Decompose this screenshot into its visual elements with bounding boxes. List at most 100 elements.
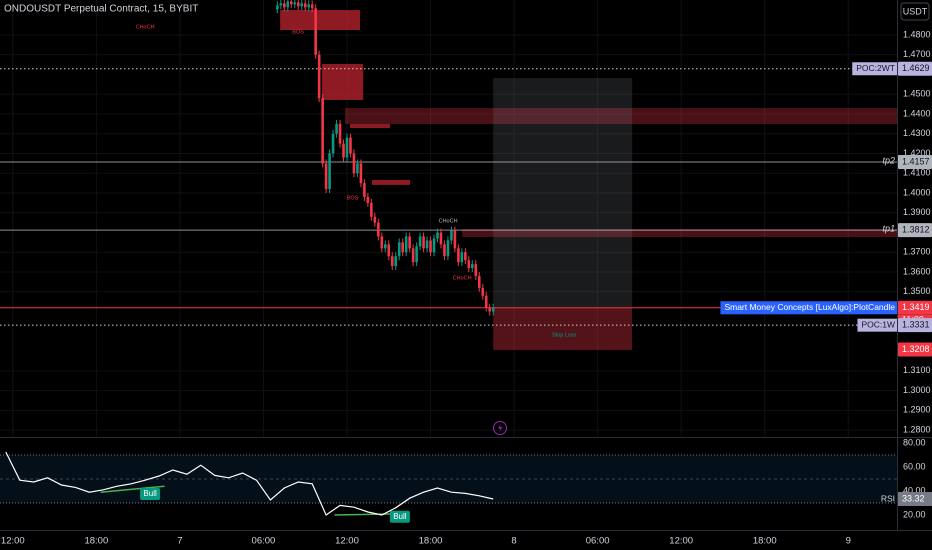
candle-body bbox=[481, 287, 485, 296]
candle-body bbox=[317, 54, 321, 99]
zone bbox=[350, 124, 391, 129]
rsi-name: RSI bbox=[881, 493, 895, 503]
level-label: POC:1W bbox=[861, 319, 895, 329]
y-tick-label: 1.2800 bbox=[903, 424, 931, 434]
price-tag bbox=[898, 318, 932, 333]
price-tag bbox=[898, 342, 932, 357]
y-tick-label: 1.3900 bbox=[903, 207, 931, 217]
candle-body bbox=[464, 252, 467, 261]
candle-body bbox=[324, 163, 328, 190]
rsi-tick-label: 40.00 bbox=[903, 485, 926, 495]
rsi-pane: Bull Bull bbox=[0, 451, 897, 523]
candle-body bbox=[314, 8, 317, 55]
level-label: Smart Money Concepts [LuxAlgo]:PlotCandl… bbox=[724, 302, 895, 312]
level-label: tp1 bbox=[882, 224, 895, 234]
candle-body bbox=[373, 216, 377, 223]
y-tick-label: 1.3000 bbox=[903, 385, 931, 395]
level-label-box bbox=[720, 301, 897, 315]
x-tick-label: 8 bbox=[511, 536, 516, 547]
x-tick-label: 7 bbox=[177, 536, 182, 547]
x-tick-label: 12:00 bbox=[1, 536, 25, 547]
zone bbox=[462, 228, 897, 238]
currency-button[interactable] bbox=[900, 2, 930, 21]
annotation: CHoCH bbox=[453, 275, 472, 281]
x-tick-label: 18:00 bbox=[753, 536, 777, 547]
rsi-value-label: 33.32 bbox=[902, 493, 925, 503]
level-label: POC:2WT bbox=[856, 63, 895, 73]
candle-body bbox=[349, 137, 352, 154]
price-tag-label: 1.3419 bbox=[902, 302, 930, 312]
rsi-tick-label: 20.00 bbox=[903, 509, 926, 519]
candle-body bbox=[415, 246, 418, 263]
y-tick-label: 1.3100 bbox=[903, 365, 931, 375]
y-tick-label: 1.4000 bbox=[903, 187, 931, 197]
axes: 1.48001.47001.45001.44001.43001.42001.41… bbox=[1, 29, 932, 547]
price-tag bbox=[898, 154, 932, 169]
candle-body bbox=[300, 3, 304, 7]
alert-icon[interactable] bbox=[493, 421, 507, 435]
level-label-box bbox=[857, 318, 897, 332]
candle-body bbox=[453, 230, 457, 249]
signal-label: Bull bbox=[143, 489, 157, 498]
zone bbox=[345, 108, 897, 125]
price-tag bbox=[898, 300, 932, 315]
level-label-box bbox=[852, 62, 897, 76]
candle-body bbox=[408, 236, 411, 249]
annotation: BOS bbox=[347, 195, 359, 201]
candle-body bbox=[331, 133, 335, 154]
candle-body bbox=[296, 2, 300, 7]
candle-body bbox=[390, 256, 394, 267]
candle-body bbox=[363, 183, 366, 197]
y-tick-label: 1.3600 bbox=[903, 266, 931, 276]
candle-body bbox=[321, 98, 324, 164]
price-tag bbox=[898, 61, 932, 76]
rsi-value-tag bbox=[898, 492, 932, 507]
candle-body bbox=[279, 3, 283, 6]
candle-body bbox=[418, 236, 422, 247]
candle-body bbox=[303, 3, 307, 8]
y-tick-label: 1.3700 bbox=[903, 247, 931, 257]
annotation: CHoCH bbox=[136, 25, 155, 31]
x-tick-label: 18:00 bbox=[84, 536, 108, 547]
candle-body bbox=[474, 264, 478, 276]
divergence-line bbox=[334, 513, 400, 516]
y-tick-label: 1.4500 bbox=[903, 89, 931, 99]
candle-body bbox=[380, 236, 384, 249]
candle-body bbox=[436, 232, 439, 239]
candle-body bbox=[450, 230, 453, 241]
x-tick-label: 12:00 bbox=[669, 536, 693, 547]
candle-body bbox=[338, 123, 342, 144]
candle-body bbox=[460, 252, 464, 263]
annotation: BOS bbox=[292, 29, 304, 35]
x-tick-label: 18:00 bbox=[419, 536, 443, 547]
candle-body bbox=[387, 244, 391, 257]
candle-body bbox=[491, 307, 495, 312]
candle-body bbox=[345, 137, 349, 158]
y-tick-label: 1.3500 bbox=[903, 286, 931, 296]
candle-body bbox=[283, 3, 286, 8]
signal-label: Bull bbox=[393, 512, 407, 521]
currency-label[interactable]: USDT bbox=[903, 6, 928, 16]
symbol-title: ONDOUSDT Perpetual Contract, 15, BYBIT bbox=[4, 4, 198, 15]
candle-body bbox=[425, 240, 429, 249]
candle-body bbox=[394, 256, 398, 267]
x-tick-label: 9 bbox=[846, 536, 851, 547]
price-tag bbox=[898, 223, 932, 238]
zone bbox=[493, 78, 633, 308]
candle-body bbox=[356, 163, 359, 174]
candle-body bbox=[383, 244, 387, 249]
y-tick-label: 1.4300 bbox=[903, 128, 931, 138]
candle-body bbox=[477, 275, 481, 288]
price-tag-label: 1.3331 bbox=[902, 320, 930, 330]
level-label: tp2 bbox=[882, 155, 895, 165]
y-tick-label: 1.4400 bbox=[903, 108, 931, 118]
annotation: CHoCH bbox=[439, 219, 458, 225]
zone bbox=[493, 307, 633, 351]
x-tick-label: 12:00 bbox=[335, 536, 359, 547]
candle-body bbox=[411, 248, 415, 263]
candle-body bbox=[289, 1, 293, 5]
x-tick-label: 06:00 bbox=[586, 536, 610, 547]
divergence-line bbox=[100, 485, 165, 493]
